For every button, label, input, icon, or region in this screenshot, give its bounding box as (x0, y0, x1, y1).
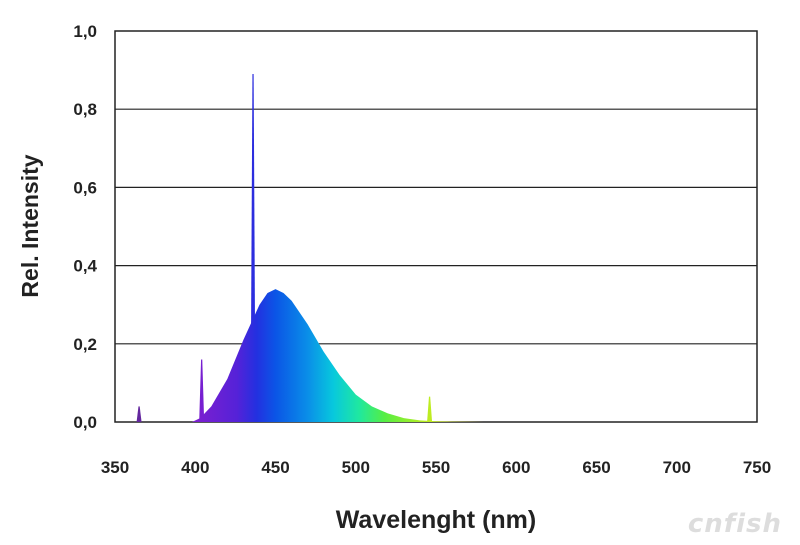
x-tick-label-3: 500 (342, 458, 370, 477)
spectrum-area-0 (115, 289, 485, 422)
x-tick-label-7: 700 (663, 458, 691, 477)
y-tick-label-2: 0,4 (73, 257, 97, 276)
x-tick-label-0: 350 (101, 458, 129, 477)
y-tick-label-3: 0,6 (73, 178, 97, 197)
area-layer (115, 289, 485, 422)
x-tick-labels: 350 400 450 500 550 600 650 700 750 (101, 458, 771, 477)
plot-area (114, 30, 758, 423)
y-tick-labels: 0,0 0,2 0,4 0,6 0,8 1,0 (73, 22, 97, 432)
emission-peak-365 (136, 406, 142, 422)
y-tick-label-0: 0,0 (73, 413, 97, 432)
y-tick-label-1: 0,2 (73, 335, 97, 354)
gridlines (115, 108, 757, 345)
x-tick-label-2: 450 (261, 458, 289, 477)
emission-peak-404 (199, 359, 205, 422)
x-tick-label-8: 750 (743, 458, 771, 477)
peak-layer (136, 74, 433, 422)
x-tick-label-4: 550 (422, 458, 450, 477)
emission-peak-436 (250, 74, 256, 422)
y-tick-label-5: 1,0 (73, 22, 97, 41)
x-tick-label-5: 600 (502, 458, 530, 477)
x-axis-label: Wavelenght (nm) (336, 506, 536, 534)
x-tick-label-6: 650 (582, 458, 610, 477)
emission-peak-546 (427, 396, 433, 422)
y-tick-label-4: 0,8 (73, 100, 97, 119)
watermark: cnfish (687, 509, 782, 539)
x-tick-label-1: 400 (181, 458, 209, 477)
y-axis-label: Rel. Intensity (17, 154, 43, 297)
